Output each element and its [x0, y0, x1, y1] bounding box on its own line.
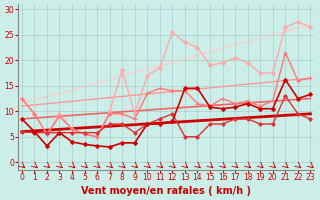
X-axis label: Vent moyen/en rafales ( km/h ): Vent moyen/en rafales ( km/h ) — [81, 186, 251, 196]
